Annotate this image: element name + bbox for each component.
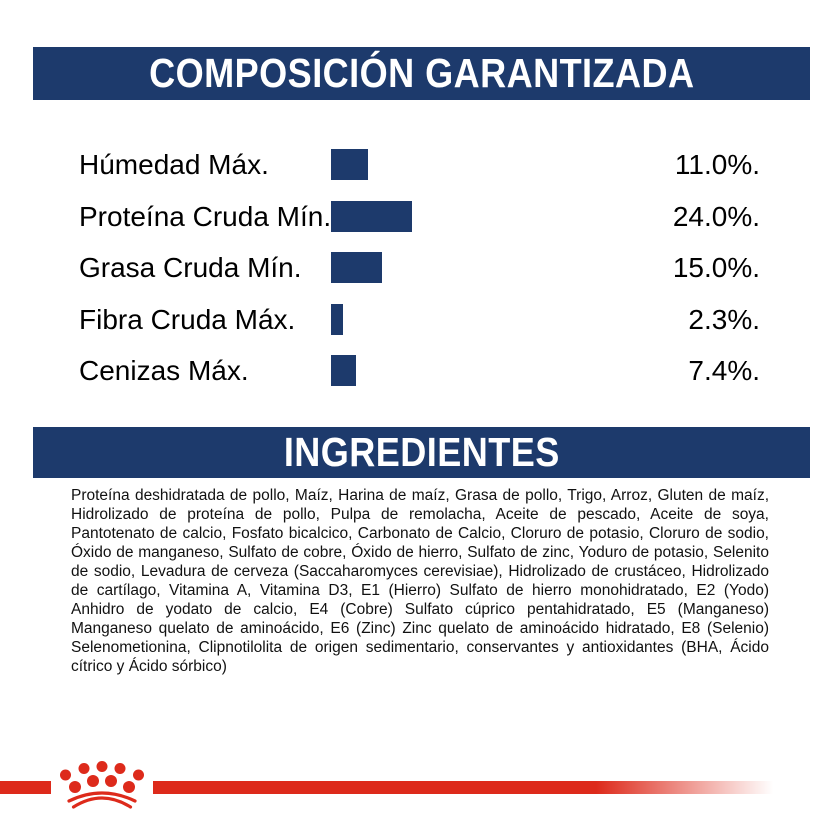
royal-canin-crown-icon	[60, 761, 144, 809]
nutrient-label: Proteína Cruda Mín.	[79, 200, 332, 232]
footer-rule-left	[0, 781, 51, 794]
nutrient-value: 24.0%.	[672, 200, 760, 232]
nutrient-value: 7.4%.	[688, 355, 760, 386]
nutrient-row: Grasa Cruda Mín. 15.0%.	[0, 251, 840, 284]
crown-arcs	[67, 791, 137, 809]
nutrient-row: Proteína Cruda Mín. 24.0%.	[0, 200, 840, 233]
nutrient-value: 15.0%.	[672, 252, 760, 283]
nutrient-bar	[331, 303, 343, 335]
nutrient-bar	[331, 252, 382, 283]
nutrient-row: Cenizas Máx. 7.4%.	[0, 354, 840, 387]
nutrient-row: Húmedad Máx. 11.0%.	[0, 148, 840, 181]
nutrient-label: Fibra Cruda Máx.	[79, 303, 296, 335]
nutrient-value: 2.3%.	[688, 303, 760, 335]
nutrient-label: Cenizas Máx.	[79, 355, 249, 386]
nutrient-bar	[331, 200, 412, 232]
footer-rule-right	[153, 781, 786, 794]
nutrient-value: 11.0%.	[674, 149, 760, 180]
ingredients-banner-title: INGREDIENTES	[283, 429, 560, 475]
composition-banner-title: COMPOSICIÓN GARANTIZADA	[148, 50, 695, 96]
nutrient-bar	[331, 149, 368, 180]
nutrient-label: Grasa Cruda Mín.	[79, 252, 302, 283]
ingredients-banner: INGREDIENTES	[33, 427, 810, 478]
ingredients-text: Proteína deshidratada de pollo, Maíz, Ha…	[71, 487, 769, 675]
nutrient-row: Fibra Cruda Máx. 2.3%.	[0, 303, 840, 336]
nutrient-label: Húmedad Máx.	[79, 149, 269, 180]
composition-banner: COMPOSICIÓN GARANTIZADA	[33, 47, 810, 100]
nutrient-bar	[331, 355, 356, 386]
crown-dots	[60, 761, 144, 793]
